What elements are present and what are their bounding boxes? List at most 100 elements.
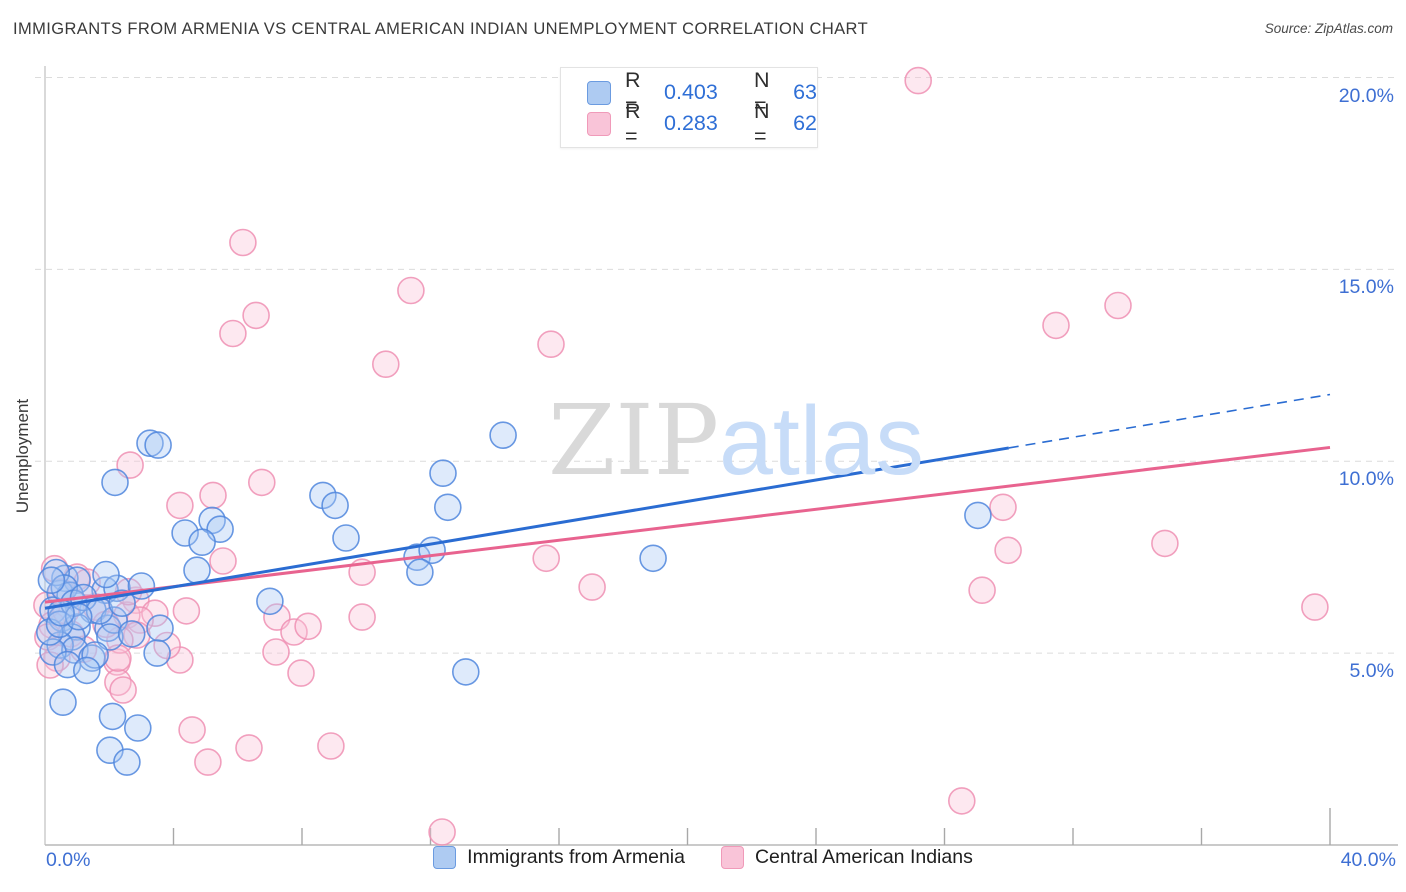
scatter-point-central-american: [1042, 311, 1070, 340]
scatter-point-central-american: [235, 734, 263, 762]
n-value-armenia: 63: [793, 80, 817, 104]
n-label: N =: [754, 67, 770, 117]
r-value-armenia: 0.403: [664, 80, 718, 104]
scatter-point-armenia: [81, 641, 109, 669]
scatter-point-armenia: [183, 556, 211, 585]
scatter-point-central-american: [294, 612, 322, 641]
scatter-point-central-american: [229, 228, 257, 257]
legend-item-central-american: Central American Indians: [720, 846, 973, 869]
y-tick-label-10: 10.0%: [1338, 468, 1394, 491]
r-label: R =: [625, 98, 641, 148]
watermark-zip: ZIP: [548, 384, 719, 497]
scatter-point-armenia: [143, 639, 171, 667]
scatter-point-central-american: [242, 301, 270, 330]
scatter-point-armenia: [124, 714, 152, 742]
scatter-point-central-american: [172, 597, 201, 625]
x-axis-max-label: 40.0%: [1340, 849, 1396, 871]
scatter-point-armenia: [256, 587, 284, 616]
scatter-point-armenia: [49, 688, 77, 717]
scatter-point-armenia: [433, 493, 462, 522]
correlation-stats-legend: R = 0.403 N = 63 R = 0.283 N = 62: [560, 67, 818, 148]
pink-legend-swatch: [720, 846, 744, 869]
scatter-point-central-american: [428, 818, 456, 846]
scatter-point-armenia: [332, 524, 360, 552]
scatter-point-armenia: [37, 566, 66, 595]
scatter-point-armenia: [117, 620, 146, 648]
scatter-point-armenia: [73, 656, 101, 685]
scatter-point-central-american: [947, 787, 976, 815]
stats-row-armenia: R = 0.403 N = 63: [587, 68, 817, 117]
scatter-point-central-american: [199, 481, 227, 510]
watermark-atlas: atlas: [718, 386, 924, 495]
scatter-point-armenia: [101, 468, 129, 497]
scatter-point-armenia: [406, 558, 434, 587]
scatter-point-armenia: [42, 558, 71, 587]
scatter-point-armenia: [113, 748, 141, 776]
scatter-point-central-american: [1301, 593, 1329, 621]
scatter-point-central-american: [1151, 529, 1179, 558]
scatter-point-central-american: [537, 330, 565, 359]
scatter-point-armenia: [964, 501, 992, 530]
scatter-point-armenia: [489, 421, 517, 450]
scatter-point-armenia: [451, 658, 480, 686]
trendline-armenia-solid: [44, 446, 1009, 610]
scatter-point-central-american: [904, 66, 933, 95]
legend-item-armenia: Immigrants from Armenia: [433, 846, 685, 869]
scatter-point-central-american: [194, 748, 222, 776]
page-title: IMMIGRANTS FROM ARMENIA VS CENTRAL AMERI…: [13, 20, 869, 38]
zipatlas-watermark: ZIPatlas: [548, 392, 924, 489]
scatter-point-central-american: [166, 491, 194, 520]
scatter-point-central-american: [287, 659, 315, 687]
scatter-point-central-american: [280, 618, 308, 646]
scatter-point-central-american: [109, 676, 137, 704]
scatter-point-armenia: [144, 431, 172, 459]
scatter-point-armenia: [98, 702, 127, 731]
scatter-point-central-american: [209, 547, 237, 575]
scatter-point-central-american: [994, 536, 1022, 565]
y-tick-label-15: 15.0%: [1338, 276, 1394, 299]
scatter-point-central-american: [968, 576, 996, 605]
y-tick-label-20: 20.0%: [1338, 84, 1394, 107]
scatter-point-central-american: [219, 319, 247, 348]
scatter-point-armenia: [171, 519, 199, 547]
scatter-point-central-american: [397, 276, 425, 305]
n-label: N =: [754, 98, 770, 148]
blue-legend-swatch: [433, 846, 457, 869]
scatter-point-central-american: [1104, 291, 1132, 320]
scatter-point-armenia: [639, 544, 667, 573]
scatter-point-armenia: [429, 459, 457, 488]
trendline-armenia-extrapolated: [1008, 393, 1331, 449]
scatter-point-central-american: [178, 716, 206, 744]
scatter-point-central-american: [141, 599, 169, 628]
n-value-central-american: 62: [793, 111, 817, 135]
source-credit: Source: ZipAtlas.com: [1264, 21, 1393, 36]
blue-series-swatch: [587, 80, 611, 105]
scatter-point-armenia: [321, 491, 349, 520]
scatter-point-central-american: [989, 493, 1017, 522]
scatter-point-armenia: [96, 623, 124, 651]
scatter-point-central-american: [578, 573, 606, 601]
scatter-point-armenia: [188, 528, 216, 557]
r-value-central-american: 0.283: [664, 111, 718, 135]
scatter-point-central-american: [532, 544, 561, 573]
trendline-central-american: [44, 445, 1331, 604]
pink-series-swatch: [587, 111, 611, 136]
scatter-point-central-american: [317, 732, 345, 760]
legend-label-armenia: Immigrants from Armenia: [467, 846, 685, 868]
legend-label-central-american: Central American Indians: [754, 846, 973, 868]
x-axis-min-label: 0.0%: [46, 849, 91, 871]
bottom-legend: Immigrants from Armenia Central American…: [0, 846, 1406, 869]
scatter-point-central-american: [247, 468, 276, 497]
scatter-point-armenia: [92, 560, 120, 589]
stats-row-central-american: R = 0.283 N = 62: [587, 99, 817, 148]
r-label: R =: [625, 67, 641, 117]
scatter-point-central-american: [371, 350, 400, 379]
scatter-point-armenia: [146, 614, 174, 643]
scatter-point-central-american: [116, 451, 144, 479]
scatter-point-central-american: [104, 668, 132, 697]
scatter-point-central-american: [348, 603, 376, 631]
scatter-point-central-american: [262, 638, 290, 666]
y-tick-label-5: 5.0%: [1349, 660, 1394, 683]
